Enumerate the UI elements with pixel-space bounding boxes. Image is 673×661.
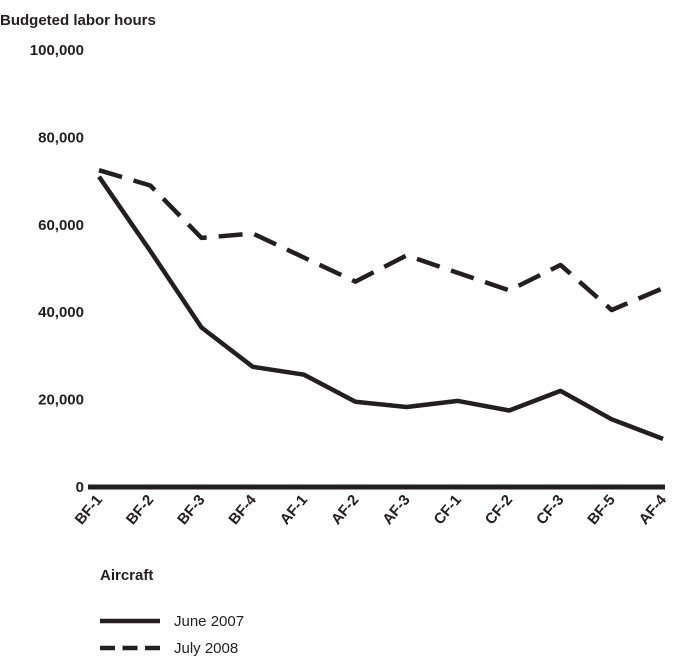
x-tick-labels: BF-1 BF-2 BF-3 BF-4 AF-1 AF-2 AF-3 CF-1 CF-2 CF-3… bbox=[72, 491, 671, 528]
x-tick-label: BF-2 bbox=[123, 492, 157, 528]
series-line-2 bbox=[98, 168, 664, 313]
x-tick-label: BF-3 bbox=[174, 492, 208, 528]
x-tick-label: AF-4 bbox=[636, 491, 671, 528]
x-tick-label: AF-2 bbox=[328, 492, 362, 528]
x-tick-label: BF-1 bbox=[72, 492, 106, 528]
series-line-1 bbox=[97, 175, 664, 442]
series-lines bbox=[97, 168, 664, 442]
y-tick-labels: 0 20,000 40,000 60,000 80,000 100,000 bbox=[30, 42, 84, 496]
x-tick-label: AF-3 bbox=[379, 492, 413, 528]
legend-label-2: July 2008 bbox=[174, 640, 238, 657]
x-axis-title: Aircraft bbox=[100, 567, 153, 584]
y-tick-label: 100,000 bbox=[30, 42, 84, 59]
y-tick-label: 20,000 bbox=[38, 392, 84, 409]
y-tick-label: 80,000 bbox=[38, 129, 84, 146]
y-tick-label: 40,000 bbox=[38, 304, 84, 321]
y-tick-label: 0 bbox=[76, 479, 84, 496]
y-axis-title: Budgeted labor hours bbox=[0, 12, 156, 29]
y-tick-label: 60,000 bbox=[38, 217, 84, 234]
x-tick-label: CF-2 bbox=[482, 492, 516, 528]
legend: June 2007 July 2008 bbox=[100, 613, 244, 657]
x-tick-label: CF-1 bbox=[431, 492, 465, 528]
legend-label-1: June 2007 bbox=[174, 613, 244, 630]
x-tick-label: BF-4 bbox=[225, 491, 260, 528]
x-tick-label: AF-1 bbox=[277, 492, 311, 528]
x-tick-label: BF-5 bbox=[584, 492, 618, 528]
x-tick-label: CF-3 bbox=[533, 492, 567, 528]
